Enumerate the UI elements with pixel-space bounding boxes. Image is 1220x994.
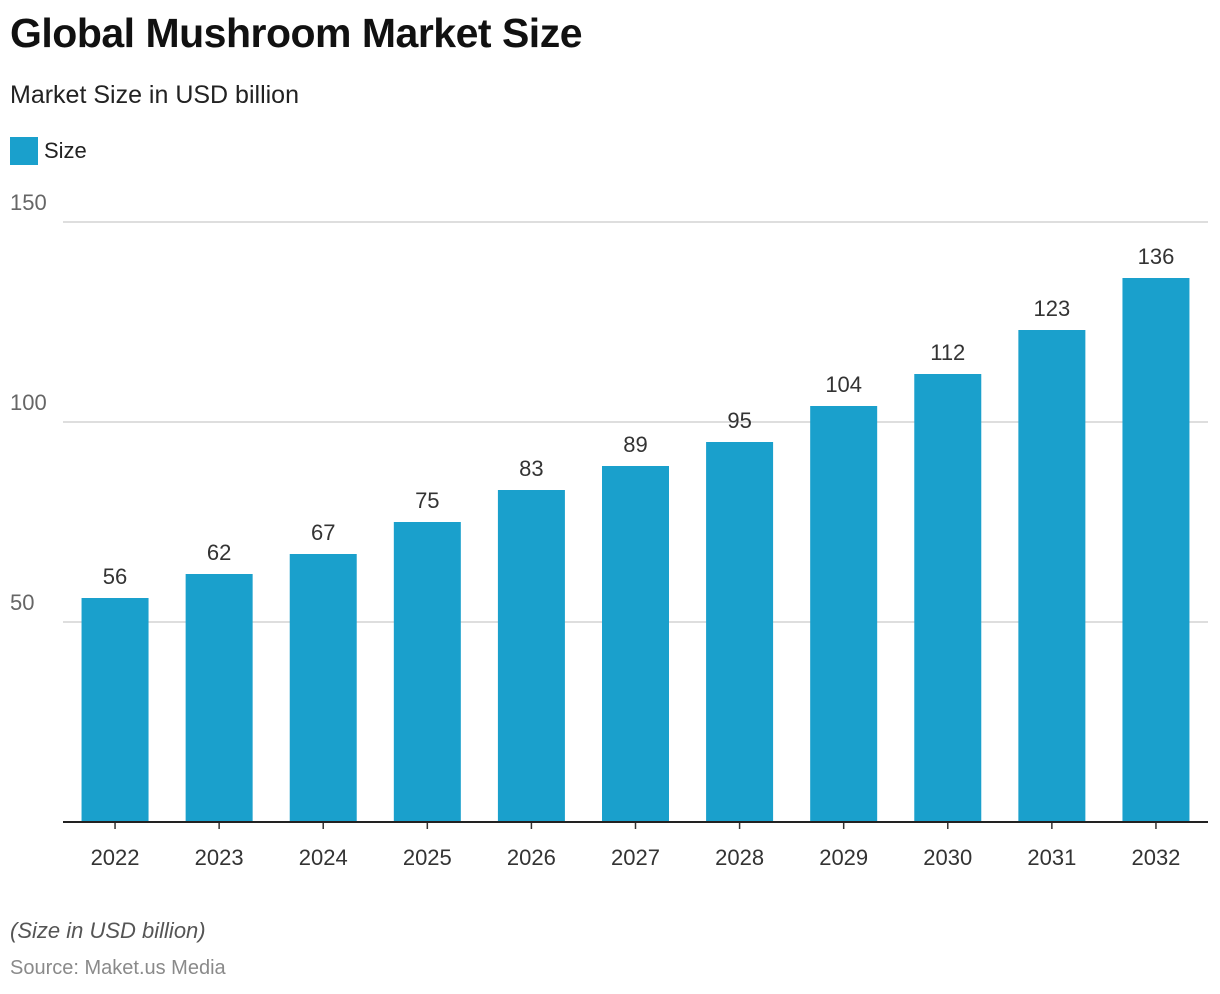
data-label: 67 [311, 520, 335, 545]
bar [1018, 330, 1086, 822]
bar [602, 466, 669, 822]
chart-footnote: (Size in USD billion) [10, 918, 206, 943]
bar [185, 574, 253, 822]
data-label: 136 [1138, 244, 1175, 269]
x-tick-label: 2032 [1131, 845, 1180, 870]
data-label: 95 [727, 408, 751, 433]
bar [497, 490, 565, 822]
bar [1122, 278, 1190, 822]
chart-title: Global Mushroom Market Size [10, 10, 583, 56]
bar [914, 374, 982, 822]
x-tick-label: 2027 [611, 845, 660, 870]
data-label: 112 [930, 340, 965, 365]
data-label: 83 [519, 456, 543, 481]
legend-label: Size [44, 138, 87, 163]
data-label: 62 [207, 540, 231, 565]
data-label: 104 [825, 372, 862, 397]
bar [393, 522, 461, 822]
x-tick-label: 2025 [403, 845, 452, 870]
y-tick-label: 50 [10, 590, 34, 615]
chart-source: Source: Maket.us Media [10, 957, 226, 979]
data-label: 89 [623, 432, 647, 457]
bar [706, 442, 774, 822]
y-tick-label: 150 [10, 190, 47, 215]
x-tick-label: 2026 [507, 845, 556, 870]
bar [81, 598, 149, 822]
x-tick-label: 2024 [299, 845, 348, 870]
data-label: 56 [103, 564, 127, 589]
x-tick-label: 2029 [819, 845, 868, 870]
x-tick-label: 2030 [923, 845, 972, 870]
x-tick-label: 2022 [91, 845, 140, 870]
chart-subtitle: Market Size in USD billion [10, 81, 299, 109]
y-tick-label: 100 [10, 390, 47, 415]
bar [810, 406, 878, 822]
data-label: 123 [1034, 296, 1071, 321]
x-tick-label: 2028 [715, 845, 764, 870]
legend: Size [10, 137, 87, 165]
x-tick-label: 2023 [195, 845, 244, 870]
legend-swatch [10, 137, 38, 165]
x-tick-label: 2031 [1027, 845, 1076, 870]
data-label: 75 [415, 488, 439, 513]
bar [289, 554, 357, 822]
